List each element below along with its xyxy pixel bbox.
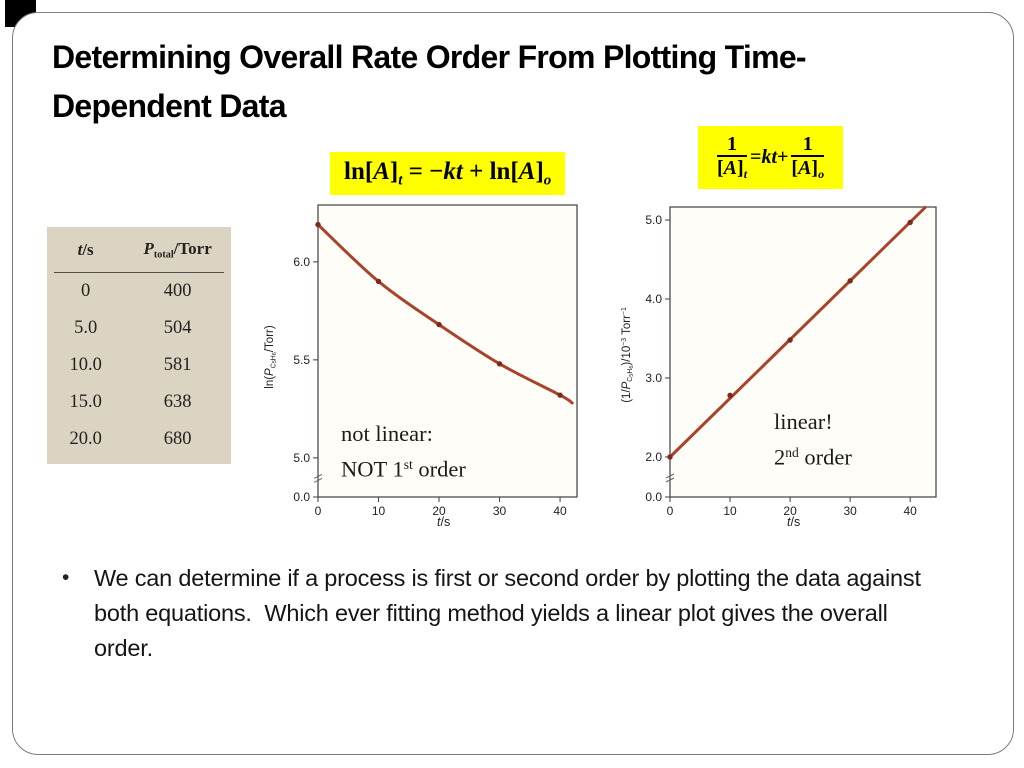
not-linear-annotation-line2: NOT 1st order — [341, 456, 466, 482]
table-row: 20.0 680 — [69, 429, 192, 449]
svg-text:40: 40 — [904, 504, 918, 518]
svg-text:0.0: 0.0 — [293, 490, 310, 504]
pressure-data-table: t/s Ptotal/Torr 0 400 5.0 504 10.0 581 15.0 638… — [47, 227, 231, 464]
svg-text:5.0: 5.0 — [645, 213, 662, 227]
first-order-plot-xlabel: t/s — [437, 515, 451, 529]
second-order-equation: 1 [A]t = kt + 1 [A]o — [698, 126, 844, 190]
svg-text:6.0: 6.0 — [293, 255, 310, 269]
svg-text:5.0: 5.0 — [293, 451, 310, 465]
table-row: 0 400 — [81, 281, 192, 301]
svg-text:20: 20 — [432, 504, 446, 518]
svg-text:0: 0 — [315, 504, 322, 518]
svg-text:3.0: 3.0 — [645, 371, 662, 385]
svg-text:0: 0 — [667, 504, 674, 518]
svg-text:30: 30 — [843, 504, 857, 518]
table-row: 15.0 638 — [69, 392, 192, 412]
second-order-plot-xlabel: t/s — [787, 515, 801, 529]
svg-text:2.0: 2.0 — [645, 450, 662, 464]
svg-text:5.5: 5.5 — [293, 353, 310, 367]
slide-title-line1: Determining Overall Rate Order From Plot… — [52, 39, 807, 75]
table-body: 0 400 5.0 504 10.0 581 15.0 638 20.0 680 — [47, 273, 231, 458]
table-row: 5.0 504 — [74, 318, 192, 338]
first-order-equation: ln[A]t = −kt + ln[A]o — [330, 152, 566, 196]
second-order-plot-ylabel: (1/PC5H6)/10−3 Torr−1 — [620, 307, 635, 403]
not-linear-annotation-line1: not linear: — [341, 421, 433, 446]
linear-annotation-line1: linear! — [774, 409, 833, 434]
second-order-plot: 0 10 20 30 40 2.0 3.0 4.0 5.0 0.0 — [645, 205, 937, 518]
table-row: 10.0 581 — [69, 355, 192, 375]
linear-annotation-line2: 2nd order — [774, 444, 852, 470]
svg-text:20: 20 — [783, 504, 797, 518]
bullet-text: We can determine if a process is first o… — [94, 565, 928, 661]
bullet-marker: • — [62, 566, 70, 589]
table-header-row: t/s Ptotal/Torr — [47, 227, 231, 272]
svg-text:10: 10 — [372, 504, 386, 518]
table-header-divider — [54, 272, 224, 273]
slide-title-line2: Dependent Data — [52, 88, 286, 124]
slide-title: Determining Overall Rate Order From Plot… — [52, 33, 982, 131]
table-header-time: t/s — [77, 239, 94, 259]
first-order-plot-ylabel: ln(PC5H6/Torr) — [264, 325, 279, 389]
first-order-plot: 0 10 20 30 40 5.0 5.5 6.0 0.0 — [293, 204, 578, 518]
svg-text:0.0: 0.0 — [645, 490, 662, 504]
table-header-pressure: Ptotal/Torr — [143, 238, 212, 261]
not-linear-annotation: not linear: NOT 1st order — [341, 418, 466, 484]
svg-text:30: 30 — [493, 504, 507, 518]
linear-annotation: linear! 2nd order — [774, 406, 852, 472]
svg-text:4.0: 4.0 — [645, 292, 662, 306]
svg-text:10: 10 — [723, 504, 737, 518]
svg-text:40: 40 — [553, 504, 567, 518]
